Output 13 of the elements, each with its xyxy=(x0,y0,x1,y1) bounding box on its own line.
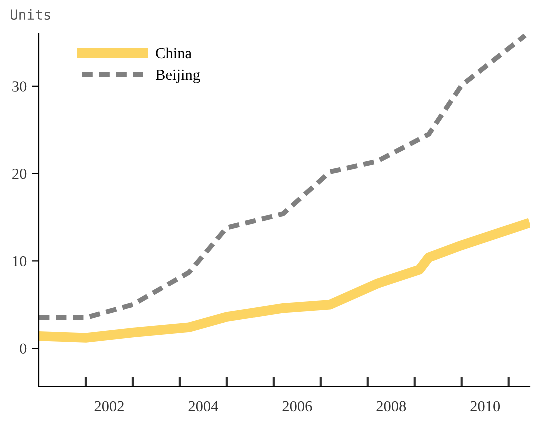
y-axis-title: Units xyxy=(10,9,50,20)
y-tick-label: 10 xyxy=(13,256,27,267)
x-tick-label: 2002 xyxy=(94,401,124,412)
x-tick-label: 2010 xyxy=(470,401,500,412)
x-tick-label: 2006 xyxy=(282,401,312,412)
legend-label: Beijing xyxy=(156,70,200,84)
x-tick-label: 2004 xyxy=(188,401,218,412)
line-series xyxy=(39,34,528,320)
y-tick-label: 30 xyxy=(12,82,27,92)
y-tick-label: 0 xyxy=(20,344,27,354)
y-tick-label: 20 xyxy=(12,168,27,180)
legend-label: China xyxy=(156,48,192,59)
x-tick-label: 2008 xyxy=(376,401,406,412)
